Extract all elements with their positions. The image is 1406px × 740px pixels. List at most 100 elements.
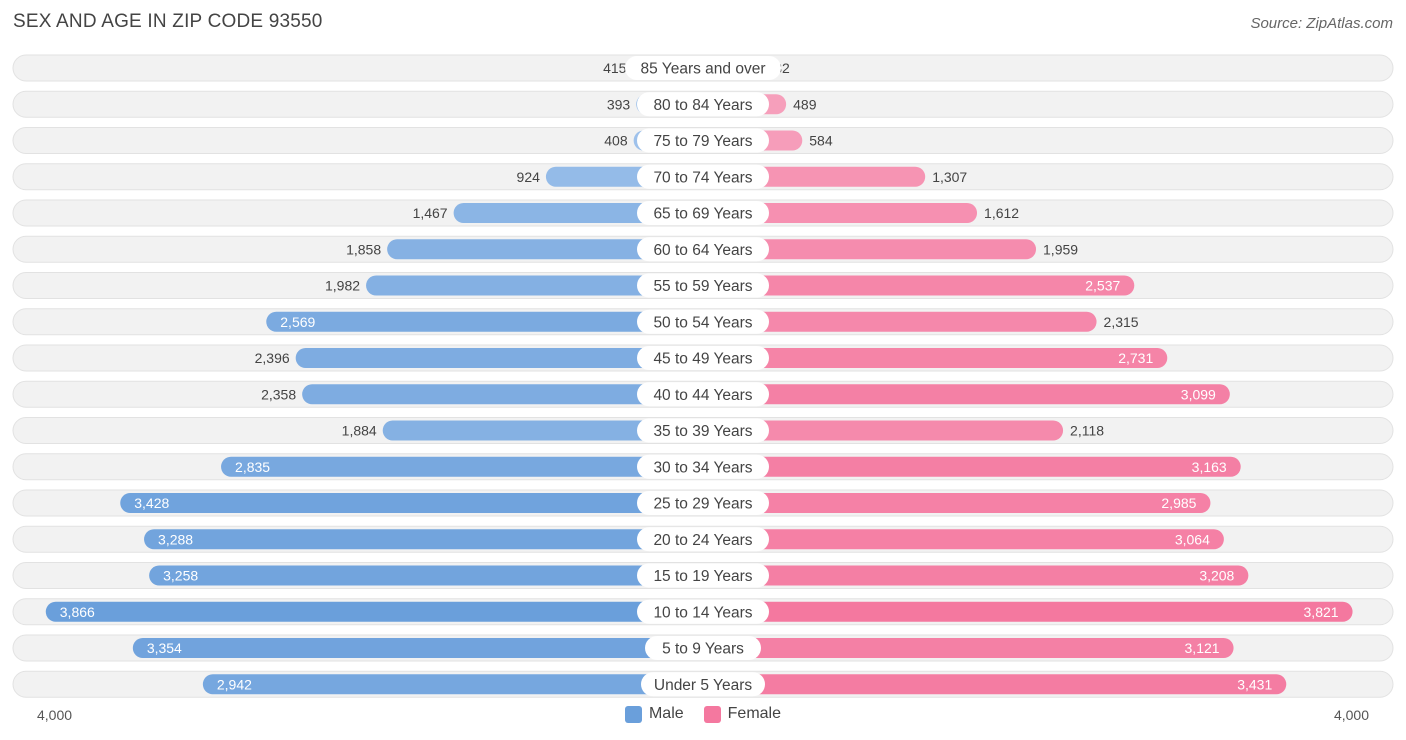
- value-label-female: 3,064: [1175, 531, 1210, 547]
- bar-female: [703, 420, 1064, 441]
- category-label: 35 to 39 Years: [653, 423, 752, 440]
- legend-item-male[interactable]: Male: [624, 705, 684, 723]
- category-label-bg: [637, 346, 769, 370]
- category-label-bg: [637, 92, 769, 117]
- category-label-bg: [637, 599, 769, 624]
- axis-left-label: 4,000: [37, 707, 73, 723]
- bar-male: [45, 601, 703, 622]
- bar-male: [387, 239, 703, 260]
- category-label: 5 to 9 Years: [662, 641, 744, 658]
- bar-female: [703, 311, 1097, 332]
- value-label-male: 2,569: [280, 314, 315, 330]
- legend-swatch-female: [703, 705, 721, 723]
- bar-male: [144, 529, 704, 550]
- category-label: 50 to 54 Years: [653, 314, 752, 331]
- value-label-female: 3,821: [1304, 604, 1339, 620]
- category-label-bg: [625, 56, 781, 80]
- chart-source: Source: ZipAtlas.com: [1250, 15, 1393, 32]
- category-label-bg: [637, 237, 769, 262]
- category-label-bg: [637, 309, 769, 334]
- value-label-female: 489: [793, 96, 817, 112]
- value-label-male: 408: [604, 133, 628, 149]
- category-label: 55 to 59 Years: [653, 278, 752, 295]
- value-label-female: 1,959: [1043, 241, 1078, 257]
- value-label-female: 3,121: [1185, 640, 1220, 656]
- category-label-bg: [637, 563, 769, 588]
- category-label: 85 Years and over: [641, 61, 766, 78]
- value-label-male: 1,884: [342, 423, 377, 439]
- value-label-male: 3,354: [147, 640, 182, 656]
- legend-label-male: Male: [648, 705, 684, 722]
- value-label-male: 1,858: [346, 241, 381, 257]
- axis-right-label: 4,000: [1333, 707, 1369, 723]
- category-label: 40 to 44 Years: [653, 387, 752, 404]
- value-label-female: 3,163: [1192, 459, 1227, 475]
- value-label-male: 3,866: [60, 604, 95, 620]
- bar-male: [132, 638, 703, 658]
- category-label: 70 to 74 Years: [653, 169, 752, 186]
- bar-female: [703, 456, 1241, 477]
- category-label-bg: [637, 201, 769, 225]
- value-label-female: 2,537: [1085, 278, 1120, 294]
- category-label: 45 to 49 Years: [653, 351, 752, 368]
- value-label-male: 2,396: [255, 350, 290, 366]
- value-label-male: 1,982: [325, 278, 360, 294]
- value-label-male: 3,288: [158, 531, 193, 547]
- value-label-female: 2,315: [1104, 314, 1139, 330]
- value-label-male: 393: [607, 96, 631, 112]
- value-label-female: 2,118: [1070, 423, 1104, 439]
- category-label-bg: [637, 454, 769, 479]
- bar-male: [149, 565, 703, 586]
- bar-male: [302, 384, 703, 405]
- value-label-male: 1,467: [413, 205, 448, 221]
- value-label-male: 2,358: [261, 386, 296, 402]
- bar-male: [266, 311, 703, 332]
- category-label: 25 to 29 Years: [653, 496, 752, 513]
- bar-female: [703, 493, 1211, 513]
- legend: Male Female: [0, 705, 1406, 723]
- value-label-female: 1,612: [984, 205, 1019, 221]
- value-label-male: 3,258: [163, 568, 198, 584]
- value-label-female: 2,731: [1118, 350, 1153, 366]
- bar-female: [703, 638, 1234, 658]
- category-label: 75 to 79 Years: [653, 133, 752, 150]
- category-label-bg: [641, 672, 765, 697]
- bar-male: [221, 456, 704, 477]
- value-label-female: 3,431: [1237, 676, 1272, 692]
- legend-swatch-male: [624, 705, 642, 723]
- value-label-female: 3,099: [1181, 386, 1216, 402]
- value-label-male: 2,942: [217, 676, 252, 692]
- category-label-bg: [637, 491, 769, 515]
- category-label: 10 to 14 Years: [653, 604, 752, 621]
- category-label-bg: [637, 164, 769, 189]
- category-label: 30 to 34 Years: [653, 459, 752, 476]
- category-label: 65 to 69 Years: [653, 206, 752, 223]
- bar-male: [120, 493, 704, 513]
- category-label-bg: [637, 527, 769, 552]
- value-label-male: 2,835: [235, 459, 270, 475]
- bar-female: [703, 674, 1287, 695]
- value-label-female: 1,307: [932, 169, 967, 185]
- value-label-male: 924: [517, 169, 541, 185]
- bar-female: [703, 275, 1135, 296]
- bar-male: [366, 275, 703, 296]
- bar-male: [295, 348, 703, 368]
- category-label-bg: [645, 636, 761, 660]
- category-label-bg: [637, 382, 769, 407]
- chart-title: SEX AND AGE IN ZIP CODE 93550: [13, 11, 323, 32]
- value-label-female: 2,985: [1161, 495, 1196, 511]
- legend-item-female[interactable]: Female: [703, 705, 782, 723]
- category-label-bg: [637, 128, 769, 153]
- bar-female: [703, 601, 1353, 622]
- bar-female: [703, 529, 1224, 550]
- bar-male: [382, 420, 703, 441]
- bar-female: [703, 565, 1249, 586]
- category-label: 15 to 19 Years: [653, 568, 752, 585]
- category-label: 20 to 24 Years: [653, 532, 752, 549]
- value-label-male: 415: [603, 60, 627, 76]
- category-label-bg: [637, 418, 769, 443]
- legend-label-female: Female: [727, 705, 782, 722]
- value-label-male: 3,428: [134, 495, 169, 511]
- bar-female: [703, 239, 1037, 260]
